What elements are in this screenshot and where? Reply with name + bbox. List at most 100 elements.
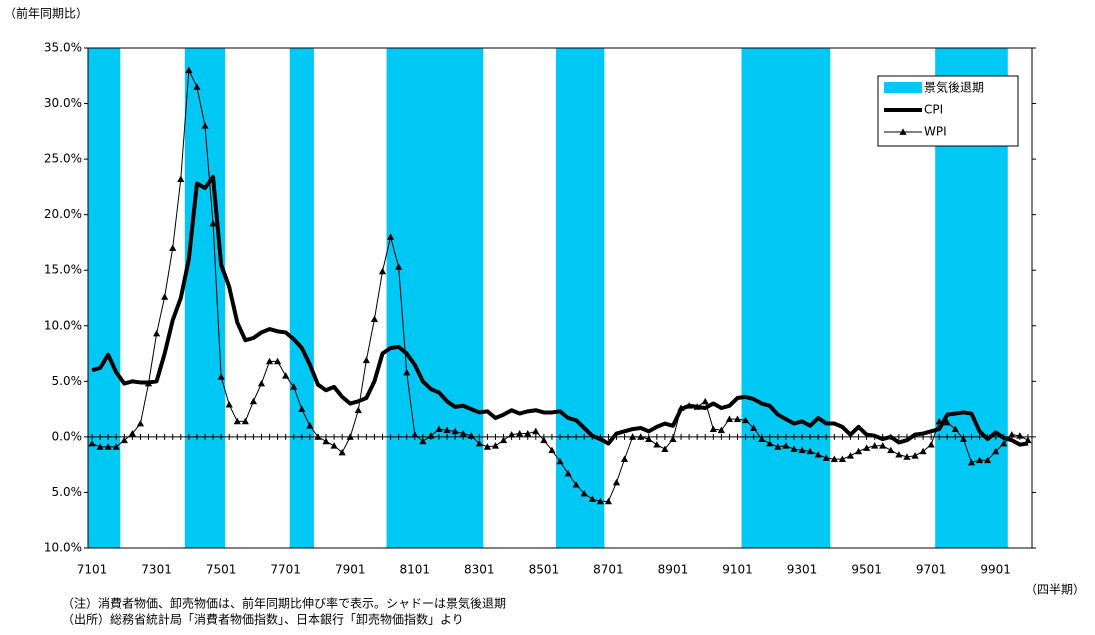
legend-label: CPI	[924, 103, 943, 117]
data-point	[241, 417, 249, 425]
data-point	[943, 418, 951, 426]
data-point	[580, 489, 588, 497]
data-point	[935, 417, 943, 425]
x-tick-label: 9701	[916, 563, 947, 577]
x-tick-label: 9901	[980, 563, 1011, 577]
data-point	[701, 397, 709, 405]
data-point	[346, 433, 354, 440]
x-tick-label: 7901	[335, 563, 366, 577]
y-tick-label: 30.0%	[44, 96, 82, 110]
data-point	[306, 422, 314, 429]
data-point	[959, 435, 968, 442]
data-point	[1016, 432, 1024, 439]
data-point	[862, 444, 871, 451]
x-tick-label: 8101	[399, 563, 430, 577]
data-point	[709, 425, 717, 432]
data-point	[669, 435, 677, 442]
x-tick-label: 8501	[529, 563, 560, 577]
x-tick-label: 9101	[722, 563, 753, 577]
plot-frame	[87, 47, 1033, 549]
data-point	[507, 431, 516, 438]
data-point	[782, 442, 790, 449]
data-point	[984, 456, 992, 464]
x-tick-label: 7701	[270, 563, 301, 577]
data-point	[282, 372, 290, 379]
x-tick-label: 7301	[141, 563, 172, 577]
data-point	[677, 404, 685, 411]
data-point	[733, 415, 742, 422]
data-point	[370, 315, 379, 322]
data-point	[717, 426, 725, 434]
data-point	[354, 406, 362, 414]
data-point	[104, 443, 112, 450]
data-point	[967, 458, 976, 466]
data-point	[120, 436, 128, 444]
data-point	[693, 403, 701, 410]
data-point	[637, 433, 645, 440]
data-point	[362, 356, 370, 364]
data-point	[144, 379, 153, 387]
data-point	[548, 446, 556, 454]
data-point	[427, 432, 435, 439]
data-point	[741, 416, 750, 424]
data-point	[750, 424, 758, 431]
data-point	[532, 427, 540, 435]
data-point	[169, 244, 177, 251]
y-tick-label: 10.0%	[44, 318, 82, 332]
data-point	[136, 419, 145, 427]
data-point	[540, 436, 548, 444]
data-point	[572, 481, 580, 488]
data-point	[209, 219, 217, 227]
data-point	[217, 373, 225, 380]
data-point	[556, 457, 564, 465]
x-tick-label: 9301	[787, 563, 818, 577]
data-point	[233, 417, 241, 425]
x-axis-label: （四半期）	[1025, 583, 1085, 597]
note: （出所）総務省統計局「消費者物価指数」、日本銀行「卸売物価指数」より	[62, 612, 464, 627]
legend-swatch	[884, 82, 922, 93]
data-point	[1008, 431, 1016, 438]
data-point	[443, 426, 451, 434]
data-point	[645, 435, 653, 442]
data-point	[854, 447, 863, 455]
data-point	[612, 478, 621, 486]
data-point	[177, 175, 185, 182]
x-tick-label: 7101	[77, 563, 108, 577]
data-point	[653, 441, 661, 448]
recession-band	[741, 48, 831, 548]
data-point	[887, 446, 895, 454]
data-point	[620, 455, 629, 462]
x-tick-label: 8901	[658, 563, 689, 577]
data-point	[435, 425, 443, 432]
y-tick-label: 25.0%	[44, 152, 82, 166]
data-point	[911, 452, 919, 459]
data-point	[499, 436, 508, 444]
x-tick-label: 8301	[464, 563, 495, 577]
data-point	[758, 435, 766, 442]
data-point	[766, 439, 774, 447]
recession-band	[386, 48, 484, 548]
data-point	[112, 443, 120, 450]
series-line	[91, 174, 1029, 447]
data-point	[483, 443, 491, 450]
data-point	[564, 469, 572, 477]
data-point	[1024, 436, 1032, 444]
data-point	[879, 442, 887, 449]
data-point	[790, 445, 798, 452]
data-point	[516, 429, 524, 437]
data-point	[96, 443, 104, 450]
legend: 景気後退期 CPI WPI	[877, 75, 1019, 147]
data-point	[725, 415, 734, 422]
data-point	[975, 456, 984, 464]
note: （注）消費者物価、卸売物価は、前年同期比伸び率で表示。シャドーは景気後退期	[62, 596, 506, 611]
data-point	[685, 402, 693, 409]
data-point	[919, 447, 927, 455]
y-tick-label: 0.0%	[52, 429, 83, 443]
data-point	[846, 452, 855, 459]
data-point	[128, 429, 136, 437]
data-point	[225, 401, 233, 408]
data-point	[161, 293, 169, 300]
data-point	[822, 454, 830, 461]
